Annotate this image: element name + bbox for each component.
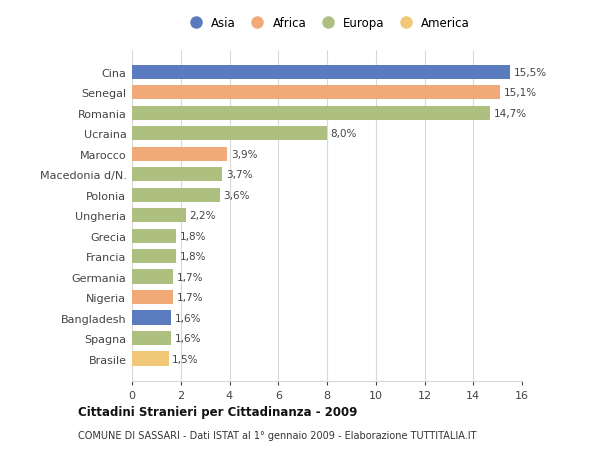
Bar	[132, 352, 169, 366]
Text: 1,6%: 1,6%	[175, 333, 201, 343]
Text: 15,1%: 15,1%	[504, 88, 537, 98]
Bar	[132, 86, 500, 100]
Text: 14,7%: 14,7%	[494, 108, 527, 118]
Text: 1,7%: 1,7%	[177, 272, 203, 282]
Bar	[132, 188, 220, 202]
Bar	[132, 168, 222, 182]
Legend: Asia, Africa, Europa, America: Asia, Africa, Europa, America	[184, 17, 470, 30]
Text: 1,6%: 1,6%	[175, 313, 201, 323]
Text: 1,8%: 1,8%	[179, 231, 206, 241]
Bar	[132, 66, 510, 80]
Text: 8,0%: 8,0%	[331, 129, 357, 139]
Text: 2,2%: 2,2%	[189, 211, 216, 221]
Bar	[132, 311, 171, 325]
Text: 1,5%: 1,5%	[172, 354, 199, 364]
Text: 1,8%: 1,8%	[179, 252, 206, 262]
Bar	[132, 127, 327, 141]
Bar	[132, 249, 176, 264]
Text: 15,5%: 15,5%	[514, 67, 547, 78]
Bar	[132, 229, 176, 243]
Text: COMUNE DI SASSARI - Dati ISTAT al 1° gennaio 2009 - Elaborazione TUTTITALIA.IT: COMUNE DI SASSARI - Dati ISTAT al 1° gen…	[78, 431, 476, 440]
Bar	[132, 106, 490, 121]
Text: 3,7%: 3,7%	[226, 170, 253, 180]
Bar	[132, 291, 173, 305]
Text: 3,9%: 3,9%	[231, 150, 257, 159]
Bar	[132, 270, 173, 284]
Bar	[132, 147, 227, 162]
Bar	[132, 331, 171, 346]
Text: 3,6%: 3,6%	[223, 190, 250, 200]
Text: 1,7%: 1,7%	[177, 292, 203, 302]
Bar	[132, 208, 185, 223]
Text: Cittadini Stranieri per Cittadinanza - 2009: Cittadini Stranieri per Cittadinanza - 2…	[78, 405, 358, 419]
